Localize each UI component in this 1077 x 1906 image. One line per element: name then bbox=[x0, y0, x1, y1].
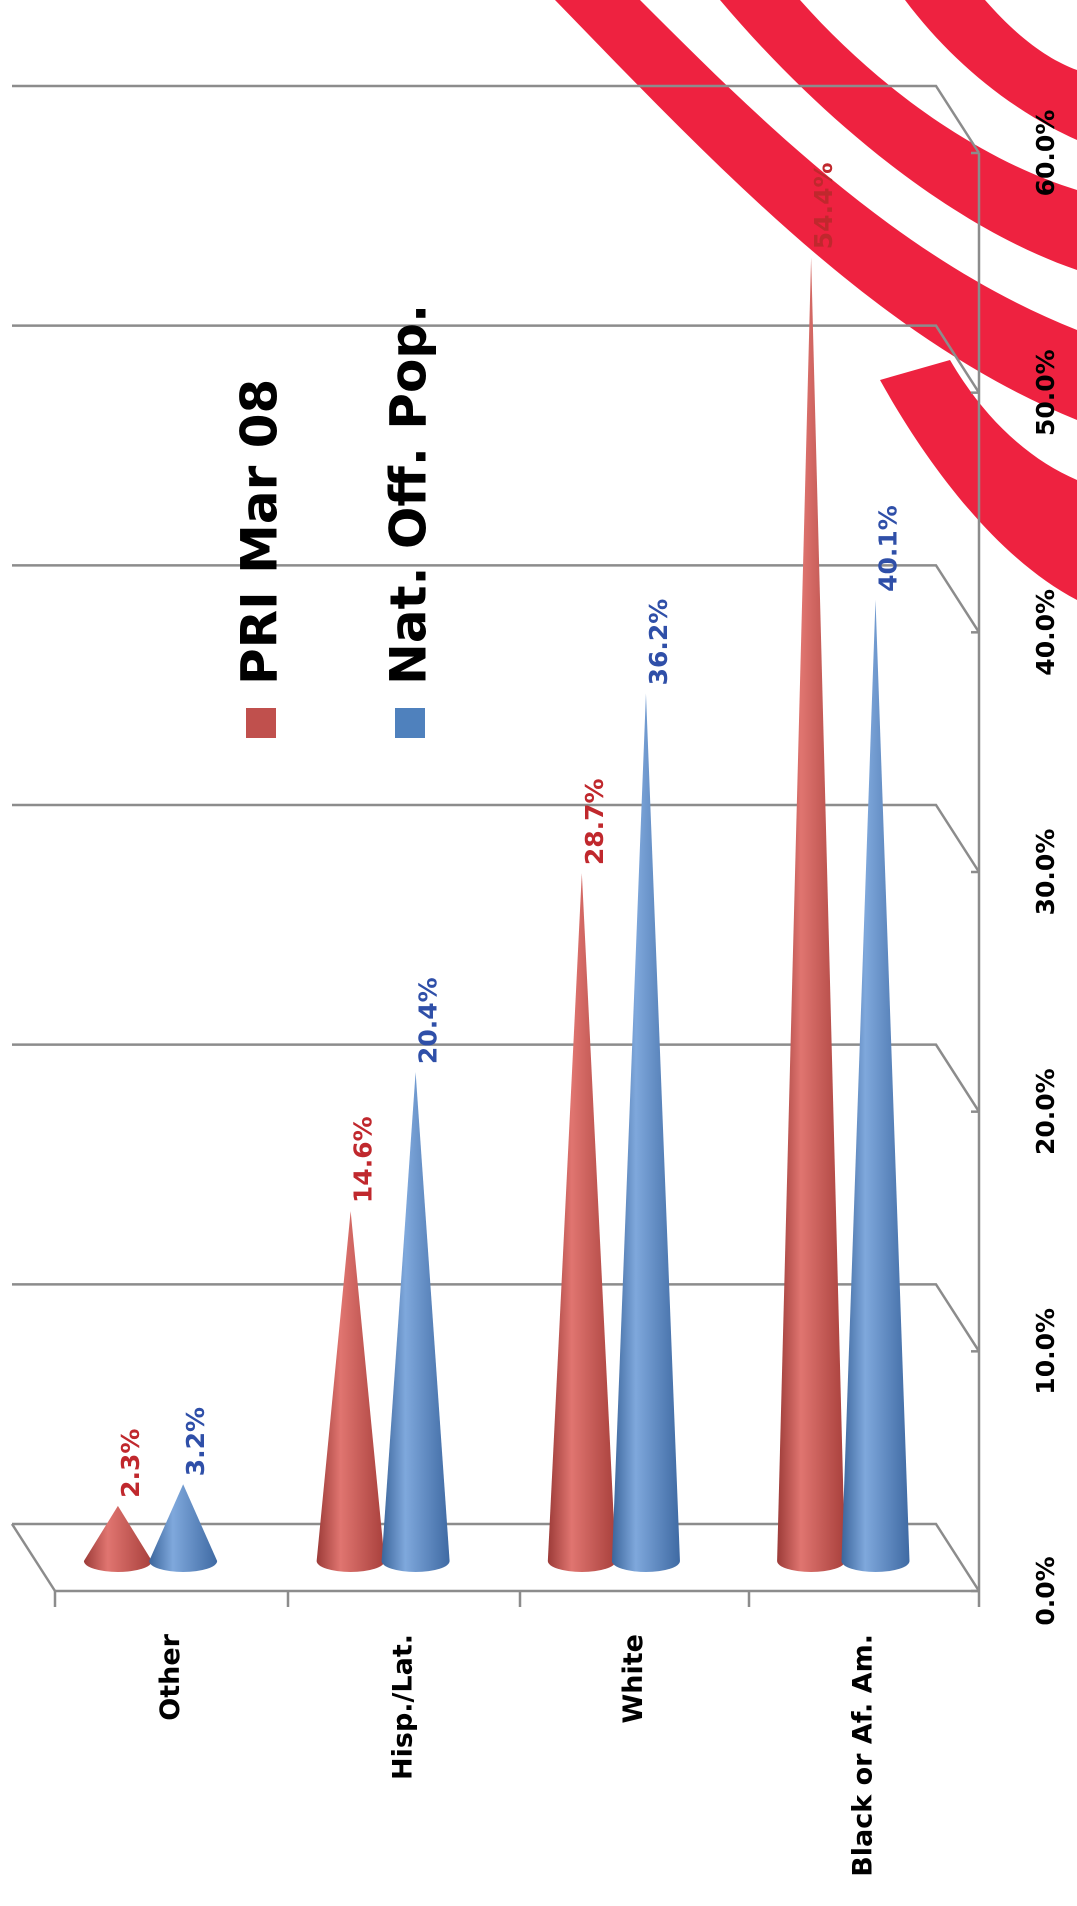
cone bbox=[316, 1211, 385, 1572]
x-tick-label: Black or Af. Am. bbox=[848, 1634, 879, 1877]
cone bbox=[547, 873, 616, 1572]
cone bbox=[149, 1484, 218, 1572]
grid-line bbox=[12, 1522, 981, 1592]
grid-line bbox=[12, 564, 981, 634]
value-label: 20.4% bbox=[414, 977, 443, 1064]
value-label: 54.4% bbox=[809, 162, 838, 249]
x-tick-label: Hisp./Lat. bbox=[388, 1634, 419, 1780]
grid-line bbox=[12, 1043, 981, 1113]
legend-label: Nat. Off. Pop. bbox=[380, 304, 438, 685]
y-tick-label: 40.0% bbox=[1031, 589, 1060, 676]
y-tick-label: 0.0% bbox=[1031, 1556, 1060, 1625]
cone bbox=[777, 257, 846, 1572]
y-tick-label: 20.0% bbox=[1031, 1068, 1060, 1155]
cone bbox=[381, 1072, 450, 1572]
cone bbox=[841, 599, 910, 1572]
legend-label: PRI Mar 08 bbox=[231, 379, 289, 685]
cone bbox=[83, 1505, 152, 1572]
y-tick-label: 10.0% bbox=[1031, 1308, 1060, 1395]
value-label: 3.2% bbox=[181, 1407, 210, 1476]
legend-swatch bbox=[395, 708, 425, 738]
value-label: 14.6% bbox=[349, 1116, 378, 1203]
value-label: 36.2% bbox=[644, 599, 673, 686]
value-label: 28.7% bbox=[580, 778, 609, 865]
grid-line bbox=[12, 84, 981, 154]
floor-edge bbox=[10, 1523, 57, 1592]
y-tick-label: 50.0% bbox=[1031, 349, 1060, 436]
x-tick-label: White bbox=[618, 1634, 649, 1723]
y-tick-label: 30.0% bbox=[1031, 829, 1060, 916]
grid-line bbox=[12, 324, 981, 394]
grid-line bbox=[12, 803, 981, 873]
grid-line bbox=[12, 1283, 981, 1353]
x-tick-label: Other bbox=[155, 1633, 186, 1720]
legend-swatch bbox=[246, 708, 276, 738]
value-label: 2.3% bbox=[116, 1429, 145, 1498]
value-label: 40.1% bbox=[874, 505, 903, 592]
y-tick-label: 60.0% bbox=[1031, 110, 1060, 197]
cone bbox=[611, 693, 680, 1572]
